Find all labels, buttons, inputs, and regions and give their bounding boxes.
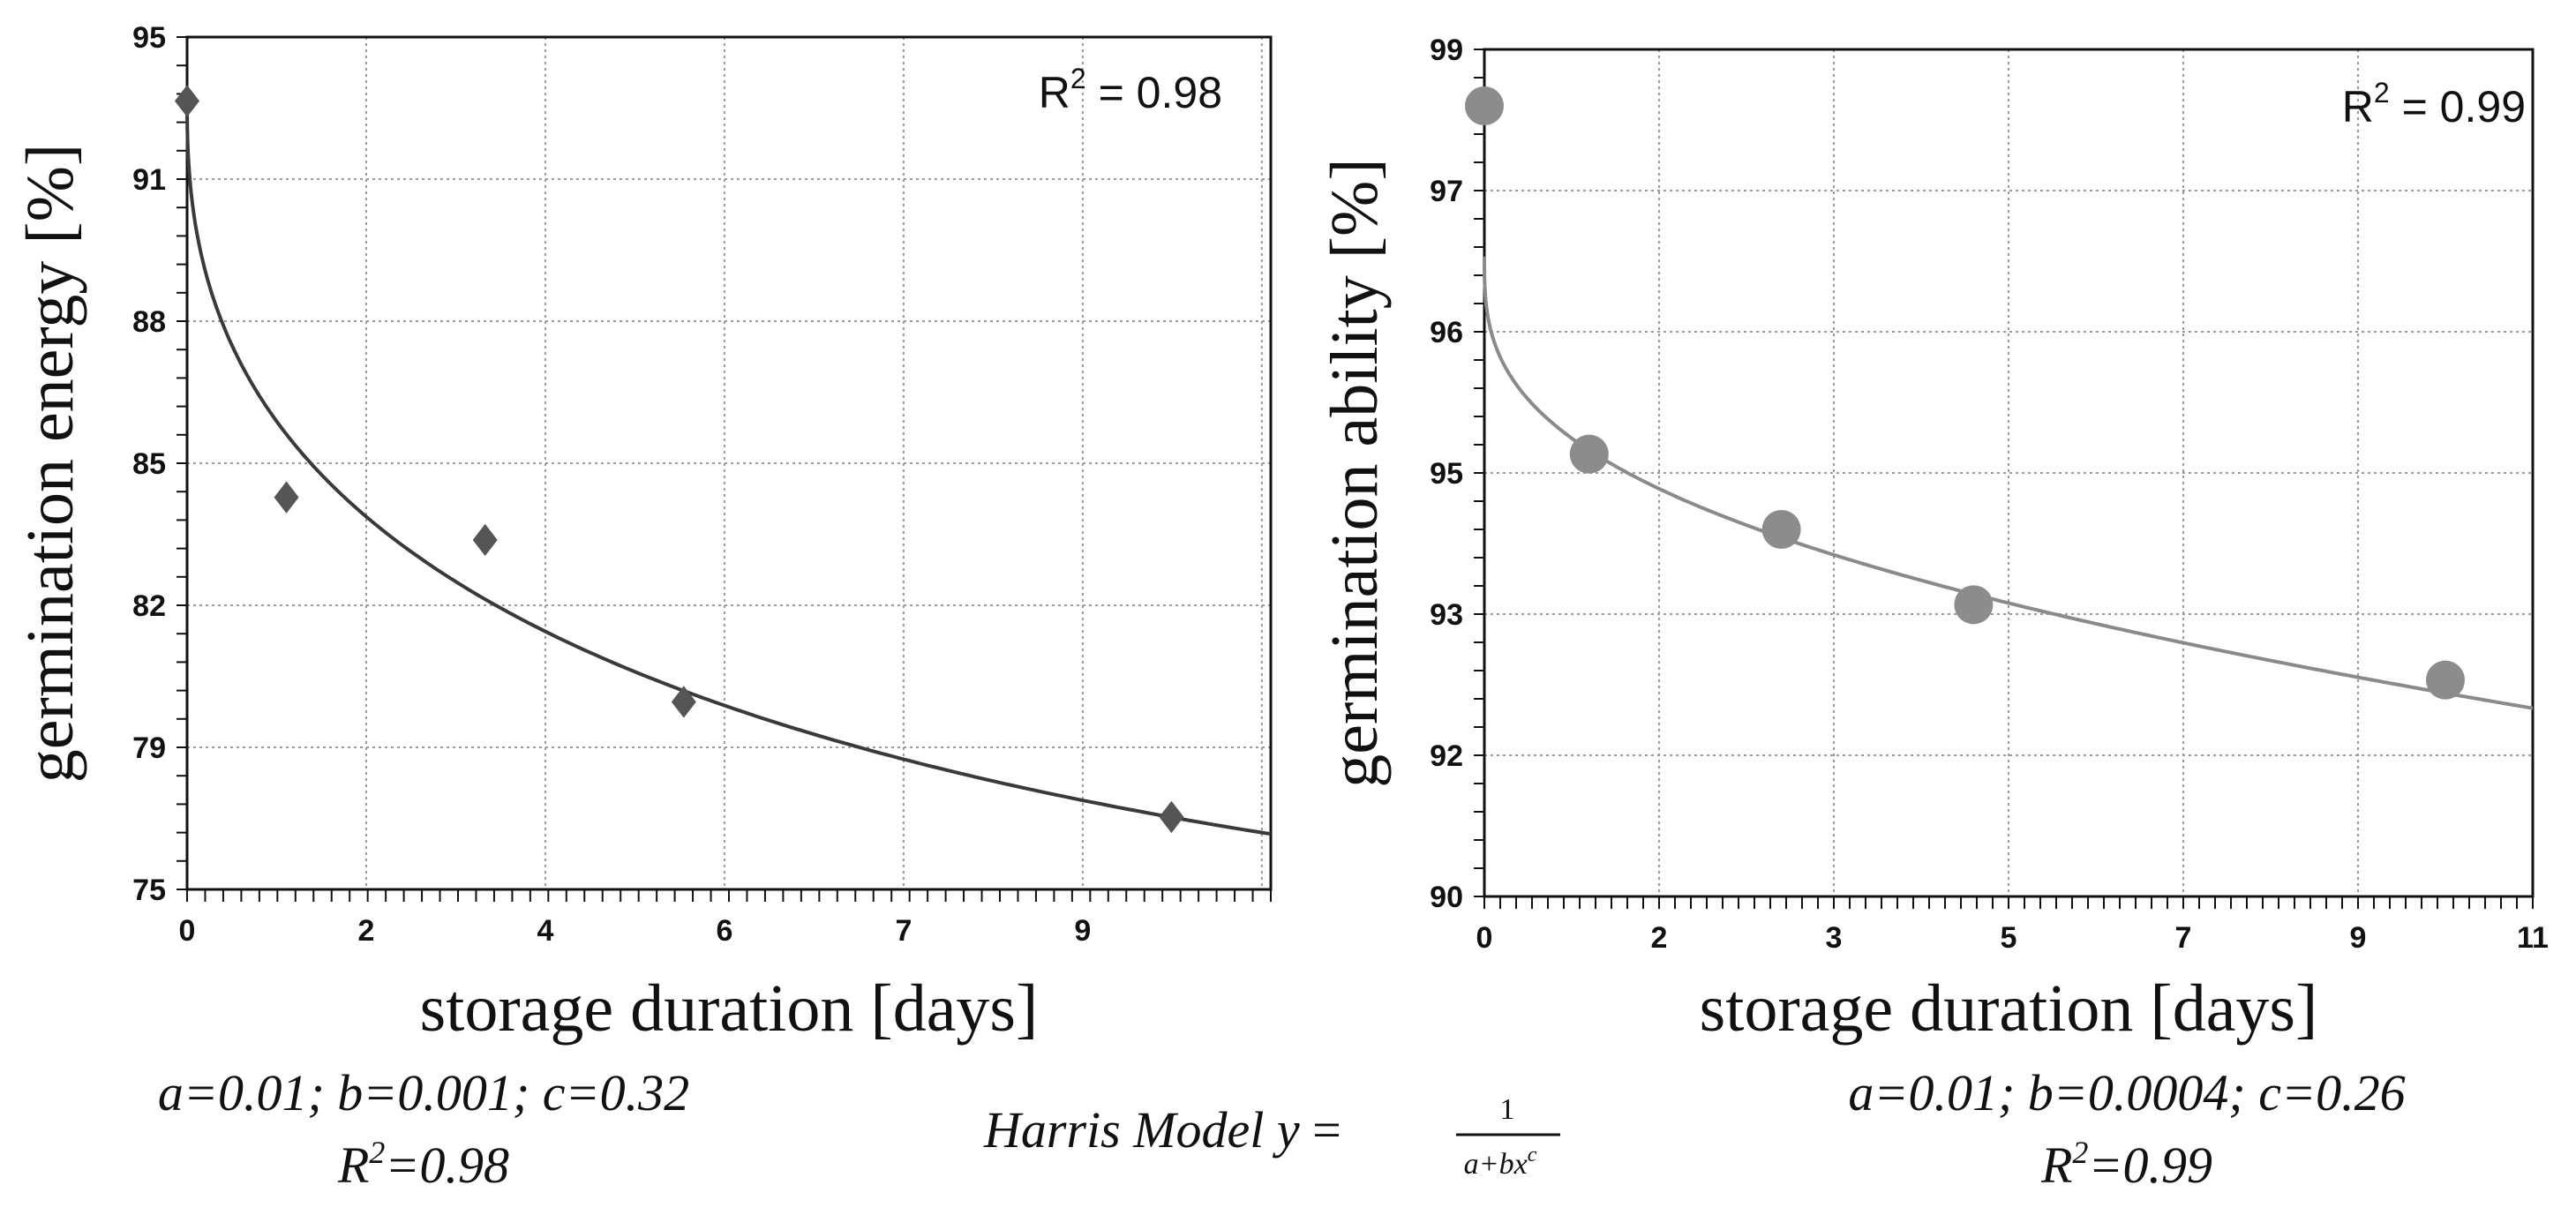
left-x-tick-label: 0 [179, 914, 196, 948]
left-y-tick-label: 95 [132, 21, 166, 55]
right-x-tick-label: 2 [1651, 921, 1668, 955]
left-data-point [1159, 800, 1184, 834]
right-data-point [1569, 434, 1609, 474]
left-r2-label-sup: 2 [1070, 63, 1086, 94]
left-r2-label-value: = 0.98 [1086, 68, 1222, 117]
left-r2-caption-prefix: R [337, 1136, 369, 1194]
formula-denominator: a+bxc [1464, 1144, 1537, 1181]
right-y-tick-label: 96 [1430, 316, 1463, 349]
right-x-tick-label: 0 [1476, 921, 1493, 955]
right-x-tick-label: 9 [2350, 921, 2367, 955]
left-y-tick-label: 82 [132, 589, 166, 623]
left-x-tick-label: 9 [1074, 914, 1091, 948]
right-y-axis-title: germination ability [%] [1318, 158, 1392, 787]
right-y-tick-label: 95 [1430, 457, 1463, 491]
right-y-tick-label: 90 [1430, 881, 1463, 914]
right-x-tick-label: 3 [1826, 921, 1843, 955]
left-r2-caption-sup: 2 [369, 1135, 385, 1170]
right-y-tick-label: 92 [1430, 739, 1463, 773]
left-y-tick-label: 79 [132, 731, 166, 765]
right-y-tick-label: 93 [1430, 598, 1463, 632]
formula-denominator-text: a+bx [1464, 1148, 1528, 1181]
right-r2-caption-sup: 2 [2072, 1135, 2088, 1170]
left-x-tick-label: 6 [716, 914, 732, 948]
right-y-tick-label: 97 [1430, 175, 1463, 208]
right-r2-caption-suffix: =0.99 [2088, 1136, 2212, 1194]
left-y-tick-label: 88 [132, 305, 166, 339]
left-data-point [472, 523, 498, 557]
right-r2-label: R2 = 0.99 [2342, 77, 2526, 131]
left-params-caption: a=0.01; b=0.001; c=0.32 [158, 1064, 689, 1121]
left-x-tick-label: 4 [537, 914, 553, 948]
formula-var: y [1273, 1101, 1300, 1159]
right-r2-label-sup: 2 [2374, 77, 2390, 109]
left-x-axis-title: storage duration [days] [420, 971, 1039, 1046]
left-y-tick-label: 75 [132, 874, 166, 907]
right-fit-curve [1483, 256, 2534, 710]
right-x-tick-label: 7 [2175, 921, 2192, 955]
left-data-point [671, 686, 696, 718]
right-x-tick-label: 11 [2517, 921, 2549, 955]
formula-prefix-text: Harris Model [983, 1101, 1277, 1159]
right-data-point [1954, 585, 1994, 625]
chart-germination-ability: 0 2 3 5 7 9 11 99 97 96 95 93 92 90 storage duration [… [1318, 34, 2549, 1046]
right-r2-caption: R2=0.99 [2040, 1135, 2212, 1194]
left-y-tick-label: 91 [132, 163, 166, 197]
right-data-point [1465, 86, 1504, 125]
right-x-tick-label: 5 [2001, 921, 2017, 955]
formula-numerator: 1 [1500, 1093, 1515, 1126]
right-data-point [1761, 510, 1801, 549]
right-x-axis-title: storage duration [days] [1700, 971, 2318, 1046]
formula-equals: = [1300, 1101, 1341, 1159]
left-y-tick-label: 85 [132, 447, 166, 481]
right-r2-label-r: R [2342, 82, 2374, 131]
right-data-point [2426, 660, 2465, 700]
left-r2-caption-suffix: =0.98 [385, 1136, 509, 1194]
formula-prefix: Harris Model y = [983, 1101, 1341, 1159]
left-fit-curve [185, 101, 1272, 836]
left-r2-caption: R2=0.98 [337, 1135, 509, 1194]
left-r2-label: R2 = 0.98 [1039, 63, 1222, 117]
left-y-axis-title: germination energy [%] [13, 144, 87, 784]
left-x-tick-label: 2 [358, 914, 375, 948]
formula-denominator-exp: c [1528, 1144, 1537, 1166]
left-data-point [175, 85, 199, 117]
right-r2-label-value: = 0.99 [2390, 82, 2526, 131]
right-r2-caption-prefix: R [2040, 1136, 2072, 1194]
left-x-tick-label: 7 [895, 914, 912, 948]
left-data-point [274, 481, 299, 514]
right-y-tick-label: 99 [1430, 34, 1463, 67]
harris-formula: Harris Model y = 1 a+bxc [983, 1093, 1560, 1181]
right-params-caption: a=0.01; b=0.0004; c=0.26 [1848, 1064, 2405, 1121]
left-r2-label-r: R [1039, 68, 1070, 117]
